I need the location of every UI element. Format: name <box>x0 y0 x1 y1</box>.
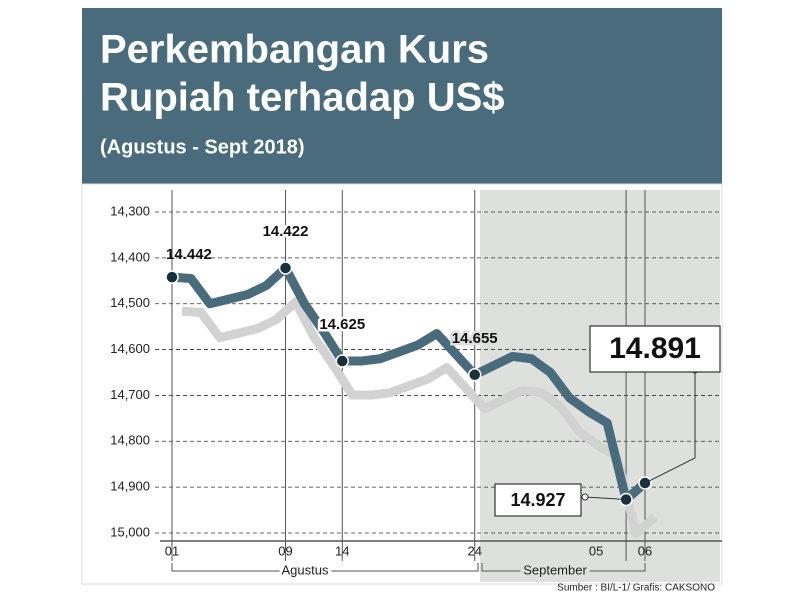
value-label: 14.655 <box>452 330 498 347</box>
value-label: 14.891 <box>609 332 701 365</box>
x-tick-label: 01 <box>165 543 179 558</box>
chart-title: Rupiah terhadap US$ <box>100 76 505 120</box>
header-band <box>82 8 722 184</box>
callout-leader <box>644 370 696 484</box>
source: Sumber : BI/L-1/ Grafis: CAKSONO <box>557 583 715 594</box>
month-label: September <box>523 562 587 577</box>
line <box>171 263 648 505</box>
point <box>335 354 350 368</box>
line-shadow <box>181 297 658 539</box>
callout-box <box>589 325 721 373</box>
y-tick-label: 14,400 <box>110 249 150 264</box>
y-tick-label: 14,600 <box>110 341 150 356</box>
y-tick-label: 14,500 <box>110 295 150 310</box>
point <box>278 261 293 275</box>
value-label: 14.927 <box>510 490 565 510</box>
x-tick-label: 06 <box>638 543 652 558</box>
x-tick-label: 09 <box>278 543 292 558</box>
x-tick-label: 05 <box>589 543 603 558</box>
chart-title: Perkembangan Kurs <box>100 28 489 72</box>
y-tick-label: 14,300 <box>110 203 150 218</box>
value-label: 14.625 <box>319 316 365 333</box>
callout-dot <box>581 493 589 501</box>
september-shade <box>480 190 720 582</box>
x-tick-label: 24 <box>467 543 481 558</box>
y-tick-label: 14,700 <box>110 387 150 402</box>
point <box>467 368 482 382</box>
point <box>165 270 179 284</box>
y-tick-label: 14,800 <box>110 433 150 448</box>
value-label: 14.422 <box>263 223 309 240</box>
callout-box <box>494 483 582 517</box>
value-label: 14.442 <box>166 246 212 263</box>
chart-subtitle: (Agustus - Sept 2018) <box>100 136 304 158</box>
x-tick-label: 14 <box>335 543 349 558</box>
y-tick-label: 14,900 <box>110 479 150 494</box>
month-bracket <box>171 563 646 572</box>
month-label: Agustus <box>282 562 329 577</box>
y-tick-label: 15,000 <box>110 524 150 539</box>
callout-leader <box>584 496 627 501</box>
